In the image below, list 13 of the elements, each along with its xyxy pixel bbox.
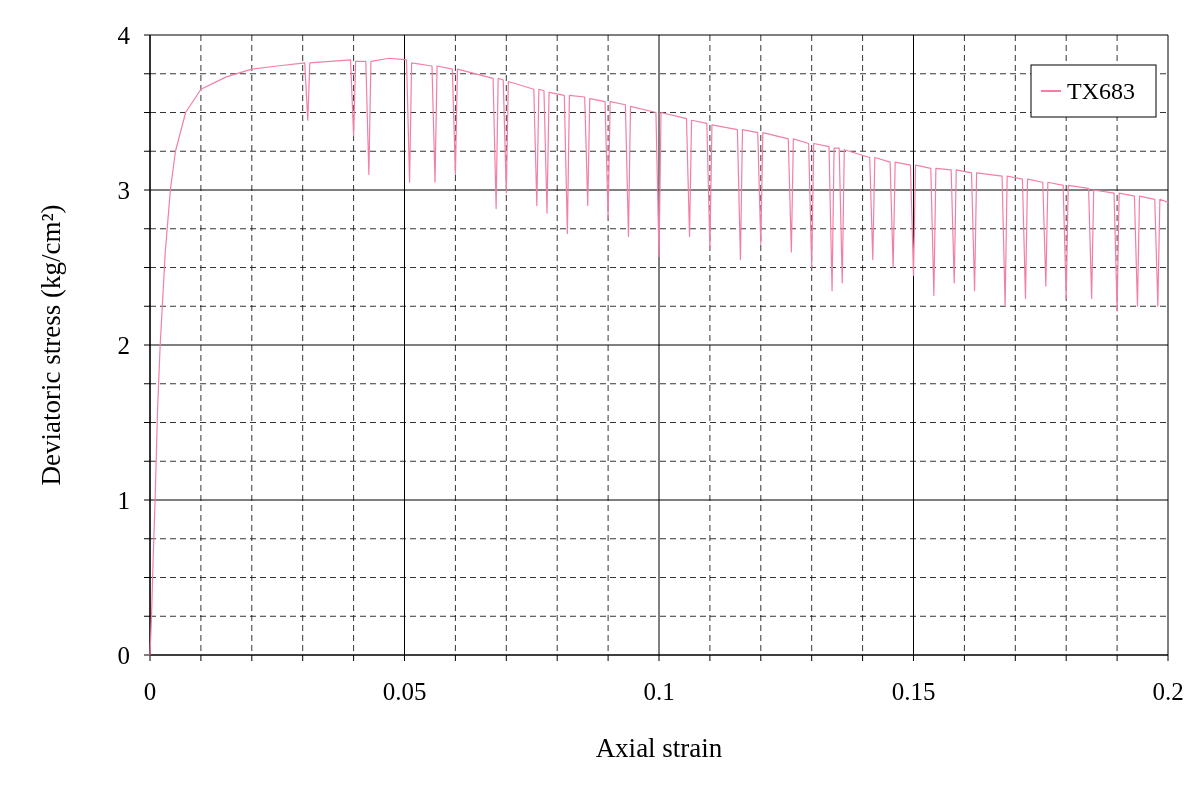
y-tick-label: 3 <box>117 176 130 204</box>
x-tick-label: 0 <box>143 678 157 705</box>
y-tick-label: 2 <box>117 331 130 359</box>
y-tick-label: 1 <box>117 486 130 514</box>
x-tick-label: 0.15 <box>891 678 936 705</box>
y-axis-title: Deviatoric stress (kg/cm²) <box>36 204 66 486</box>
legend-label: TX683 <box>1067 78 1135 105</box>
x-tick-label: 0.2 <box>1152 678 1184 705</box>
y-tick-label: 0 <box>117 641 130 669</box>
x-axis-title: Axial strain <box>595 733 723 763</box>
x-tick-label: 0.1 <box>643 678 675 705</box>
y-tick-label: 4 <box>117 21 131 49</box>
x-tick-label: 0.05 <box>382 678 427 705</box>
